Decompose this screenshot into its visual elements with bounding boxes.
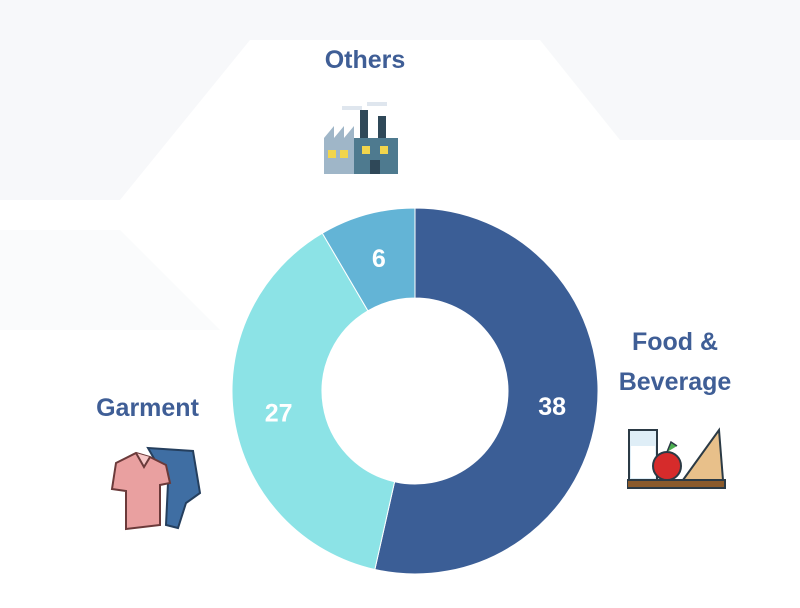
label-food-line2: Beverage [618,368,732,396]
label-food-beverage: Food & Beverage [600,322,750,402]
clothing-icon [110,446,202,531]
slice-others [321,207,416,312]
slice-food-beverage [374,207,599,575]
factory-icon [324,102,398,174]
label-food-line1: Food & [631,328,719,356]
label-garment: Garment [96,394,199,422]
data-label: 38 [538,393,566,421]
food-tray-icon [627,427,726,489]
data-label: 27 [265,399,293,427]
slice-garment [231,232,396,571]
label-others: Others [324,46,406,74]
data-label: 6 [372,245,386,273]
